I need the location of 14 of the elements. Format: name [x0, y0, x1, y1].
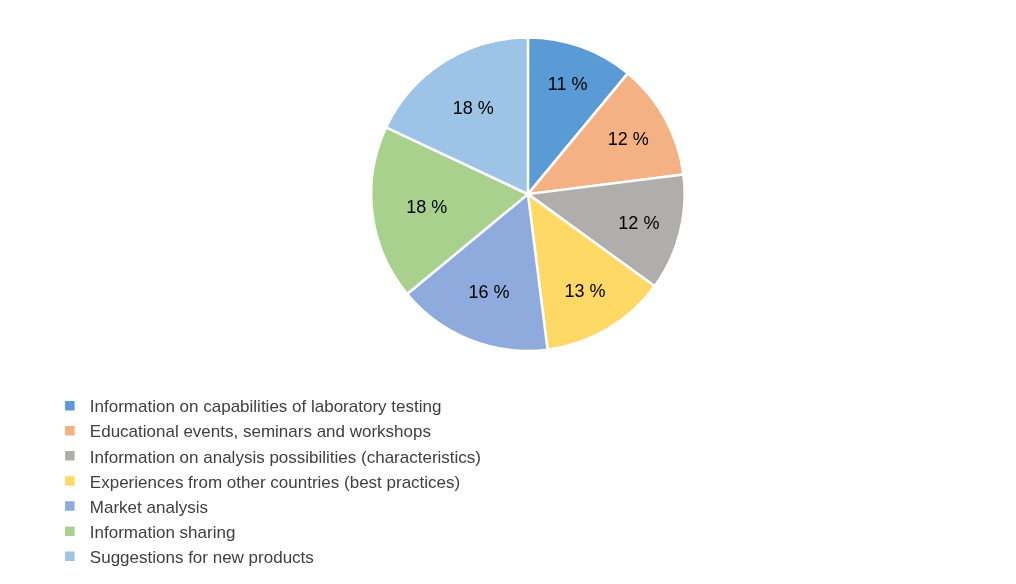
legend-label: Information on capabilities of laboratory testing — [89, 397, 442, 417]
legend-label: Educational events, seminars and workshops — [89, 422, 431, 442]
data-label: 11 % — [547, 73, 588, 94]
legend-label: Information on analysis possibilities (characteristics) — [89, 447, 481, 467]
data-label: 12 % — [618, 212, 660, 233]
legend-label: Suggestions for new products — [89, 547, 314, 567]
data-label: 12 % — [607, 128, 649, 149]
data-label: 16 % — [468, 282, 510, 303]
data-label: 18 % — [452, 97, 494, 118]
legend-label: Information sharing — [89, 522, 236, 542]
data-label: 13 % — [564, 280, 606, 301]
data-label: 18 % — [406, 196, 448, 217]
legend-label: Experiences from other countries (best practices) — [89, 472, 461, 492]
legend-label: Market analysis — [89, 497, 208, 517]
